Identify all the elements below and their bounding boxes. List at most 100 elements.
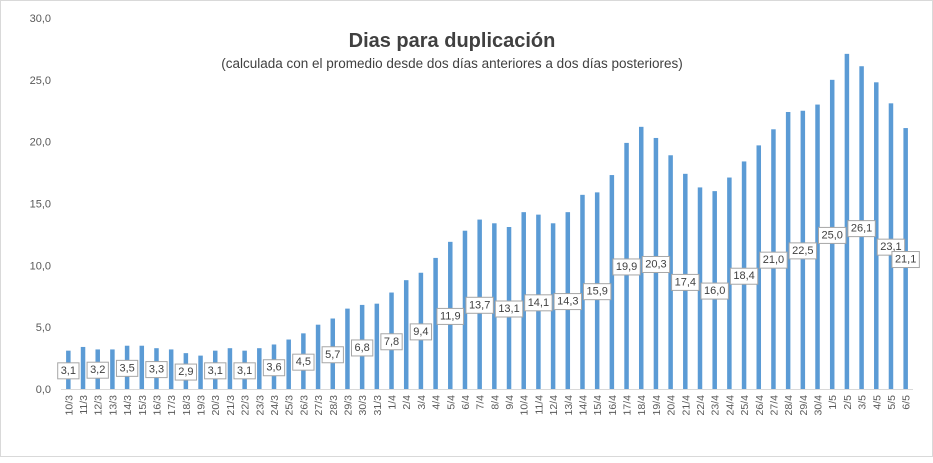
data-label-text: 26,1 (851, 223, 872, 235)
x-tick-label: 10/3 (63, 395, 75, 416)
x-tick-label: 2/4 (401, 395, 413, 410)
data-label-text: 3,5 (119, 362, 134, 374)
data-label: 6,8 (350, 339, 374, 357)
bar (345, 308, 350, 389)
data-label: 25,0 (818, 226, 847, 244)
x-tick-label: 27/4 (768, 395, 780, 416)
x-tick-label: 19/3 (196, 395, 208, 416)
data-label-text: 13,7 (469, 299, 490, 311)
data-label: 2,9 (174, 363, 198, 381)
data-label-box (729, 267, 759, 285)
data-label-box (641, 255, 671, 273)
x-tick-label: 20/3 (210, 395, 222, 416)
y-tick-label: 10,0 (30, 260, 51, 272)
data-label-box (465, 296, 494, 314)
y-tick-label: 30,0 (30, 13, 51, 25)
data-label-box (233, 362, 256, 380)
x-tick-label: 28/3 (328, 395, 340, 416)
data-label: 22,5 (788, 242, 818, 260)
data-label-text: 18,4 (733, 270, 754, 282)
data-label-box (350, 339, 374, 357)
x-tick-label: 16/4 (607, 395, 619, 416)
data-label-text: 3,1 (208, 365, 223, 377)
data-label: 26,1 (847, 220, 876, 238)
x-tick-label: 12/3 (93, 395, 105, 416)
bar (168, 349, 174, 389)
data-label: 16,0 (700, 282, 729, 300)
data-label-box (891, 251, 920, 269)
data-label: 11,9 (436, 307, 465, 325)
data-label-box (86, 361, 109, 379)
bar (110, 349, 115, 389)
data-label-box (409, 323, 433, 341)
data-label: 3,2 (86, 361, 109, 379)
data-label: 9,4 (409, 323, 433, 341)
data-label-text: 15,9 (586, 286, 607, 298)
data-label: 5,7 (321, 346, 344, 364)
y-tick-label: 20,0 (30, 137, 51, 149)
x-tick-label: 6/5 (901, 395, 913, 410)
data-label-text: 25,0 (821, 229, 842, 241)
x-tick-label: 2/5 (842, 395, 854, 410)
data-label-box (115, 359, 139, 377)
x-tick-label: 4/5 (871, 395, 883, 410)
x-tick-label: 22/3 (240, 395, 252, 416)
data-label-text: 14,1 (528, 297, 549, 309)
data-label-text: 6,8 (354, 342, 369, 354)
x-tick-label: 14/4 (577, 395, 589, 416)
data-label-box (847, 220, 876, 238)
data-label-box (494, 300, 524, 318)
data-label: 21,1 (891, 251, 920, 269)
data-label-box (145, 361, 168, 379)
y-axis: 0,0 5,0 10,0 15,0 20,0 25,0 30,0 (30, 13, 51, 396)
data-label-text: 2,9 (178, 366, 193, 378)
x-tick-label: 1/4 (387, 395, 399, 410)
x-tick-label: 30/3 (357, 395, 369, 416)
data-label-text: 22,5 (792, 245, 813, 257)
bar (462, 230, 468, 389)
x-tick-label: 15/4 (592, 395, 604, 416)
bar (257, 348, 262, 389)
data-label: 3,1 (204, 362, 227, 380)
data-label-box (524, 294, 553, 312)
data-label: 17,4 (671, 273, 700, 291)
x-tick-label: 25/3 (284, 395, 296, 416)
x-tick-label: 23/3 (254, 395, 266, 416)
bar (874, 82, 879, 389)
bar-series (66, 53, 908, 390)
data-label: 20,3 (641, 255, 671, 273)
x-tick-label: 26/4 (754, 395, 766, 416)
data-label-text: 11,9 (440, 310, 461, 322)
x-tick-label: 5/5 (886, 395, 898, 410)
x-tick-label: 26/3 (298, 395, 310, 416)
data-label-text: 19,9 (616, 261, 637, 273)
data-label: 14,3 (553, 293, 583, 311)
x-tick-label: 5/4 (445, 395, 457, 410)
x-tick-label: 22/4 (695, 395, 707, 416)
data-label-text: 13,1 (498, 303, 519, 315)
data-label-box (436, 307, 465, 325)
data-label: 21,0 (759, 251, 788, 269)
data-label: 15,9 (582, 283, 612, 301)
x-tick-label: 23/4 (710, 395, 722, 416)
x-tick-label: 19/4 (651, 395, 663, 416)
data-label-text: 3,2 (90, 364, 105, 376)
x-tick-label: 13/4 (563, 395, 575, 416)
bar (433, 257, 438, 389)
bar (227, 348, 233, 389)
x-tick-label: 17/4 (622, 395, 634, 416)
x-tick-label: 17/3 (166, 395, 178, 416)
x-tick-label: 28/4 (783, 395, 795, 416)
data-label-text: 7,8 (384, 336, 399, 348)
x-tick-label: 27/3 (313, 395, 325, 416)
x-tick-label: 4/4 (431, 395, 443, 410)
x-tick-label: 11/4 (533, 395, 545, 415)
data-label-box (553, 293, 583, 311)
data-label-text: 21,0 (763, 254, 784, 266)
x-tick-label: 18/4 (636, 395, 648, 416)
x-tick-label: 21/3 (225, 395, 237, 416)
data-label-text: 14,3 (557, 296, 578, 308)
bar (785, 111, 791, 390)
x-tick-label: 3/5 (857, 395, 869, 410)
data-label: 4,5 (292, 353, 315, 371)
